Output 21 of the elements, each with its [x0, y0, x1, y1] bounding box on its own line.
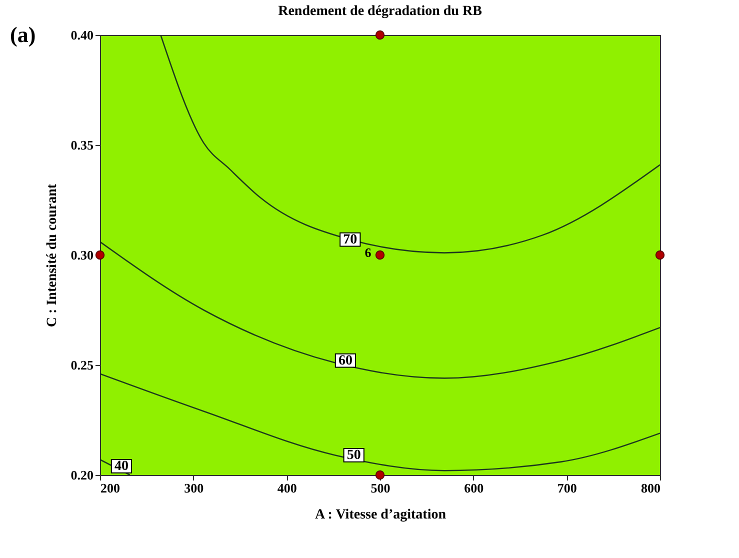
- y-tick-label: 0.30: [70, 248, 94, 262]
- y-tick-label: 0.40: [70, 28, 94, 42]
- text: (a): [10, 22, 36, 47]
- y-tick-label: 0.35: [70, 138, 94, 152]
- x-axis-title: A : Vitesse d’agitation: [314, 508, 446, 522]
- x-tick-label: 600: [464, 480, 484, 496]
- x-tick-label: 500: [370, 480, 390, 496]
- annotation: 6: [364, 245, 372, 260]
- chart-title: Rendement de dégradation du RB: [278, 4, 482, 19]
- x-tick-label: 400: [277, 480, 297, 496]
- annotation: 50: [346, 448, 361, 464]
- x-tick-label: 300: [184, 480, 204, 496]
- annotation: 40: [114, 459, 128, 474]
- line-series: [100, 373, 660, 472]
- y-axis-title: C : Intensité du courant: [44, 184, 60, 328]
- annotation: 60: [338, 354, 352, 369]
- x-tick-label: 200: [100, 480, 120, 496]
- y-tick-label: 0.20: [70, 468, 94, 482]
- x-tick-label: 700: [557, 480, 577, 496]
- x-tick-label: 800: [641, 480, 660, 496]
- y-tick-label: 0.25: [70, 358, 94, 372]
